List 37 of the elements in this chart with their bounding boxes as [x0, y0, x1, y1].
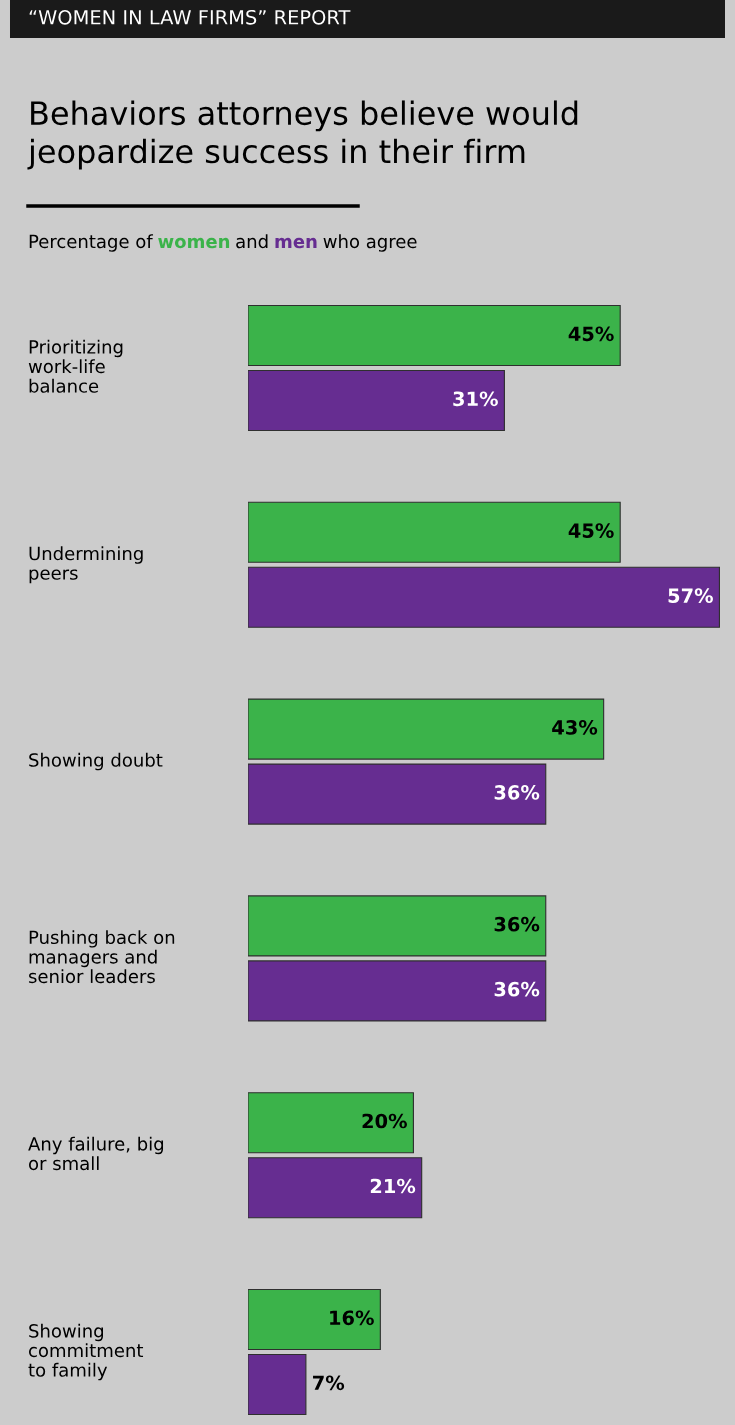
data-label: 45%: [568, 523, 614, 538]
bar: [248, 1157, 423, 1219]
chart-title: Behaviors attorneys believe would jeopardize success in their firm: [27, 100, 578, 170]
y-tick-label: Pushing back on managers and senior leaders: [28, 930, 175, 984]
data-label: 16%: [330, 1310, 374, 1326]
text: Percentage of: [29, 234, 154, 252]
data-label: 36%: [494, 981, 540, 997]
y-tick-label: Showing doubt: [29, 752, 163, 771]
y-tick-label: Showing commitment to family: [28, 1323, 144, 1381]
y-tick-label: Any failure, big or small: [28, 1136, 164, 1171]
data-label: 20%: [362, 1113, 407, 1129]
bar: [248, 1092, 414, 1154]
data-label: 31%: [453, 391, 498, 407]
bar: [248, 1353, 307, 1416]
data-label: 57%: [668, 588, 713, 603]
bar: [248, 1288, 381, 1351]
bar: [248, 304, 621, 367]
text: men: [275, 237, 317, 249]
bar: [248, 501, 621, 563]
data-label: 21%: [370, 1178, 416, 1194]
data-label: 45%: [568, 326, 614, 342]
bar: [248, 895, 547, 957]
bar: [248, 566, 720, 628]
bar: [248, 763, 547, 825]
data-label: 7%: [313, 1375, 345, 1391]
data-label: 36%: [494, 916, 540, 932]
bar: [248, 369, 505, 432]
data-label: 36%: [494, 785, 540, 800]
text: women: [158, 237, 230, 249]
bar: [248, 698, 605, 760]
y-tick-label: Prioritizing work-life balance: [28, 339, 123, 393]
text: “WOMEN IN LAW FIRMS” REPORT: [29, 9, 351, 25]
bar: [248, 960, 547, 1022]
data-label: 43%: [552, 720, 598, 735]
y-tick-label: Undermining peers: [29, 546, 143, 584]
text: who agree: [323, 234, 417, 252]
text: and: [236, 234, 268, 249]
